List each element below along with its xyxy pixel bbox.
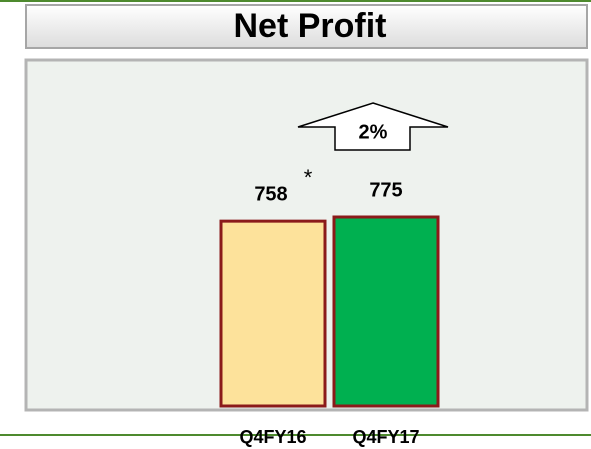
chart-title: Net Profit [234,7,387,45]
growth-label: 2% [359,121,388,143]
title-box [25,4,588,49]
data-label: 758 [254,183,287,205]
x-tick-label: Q4FY17 [352,427,419,447]
x-tick-label: Q4FY16 [239,427,306,447]
data-label: 775 [369,179,402,201]
footnote-marker: * [304,165,313,190]
bar [332,215,440,408]
growth-arrow [297,102,449,151]
bar [219,219,327,408]
